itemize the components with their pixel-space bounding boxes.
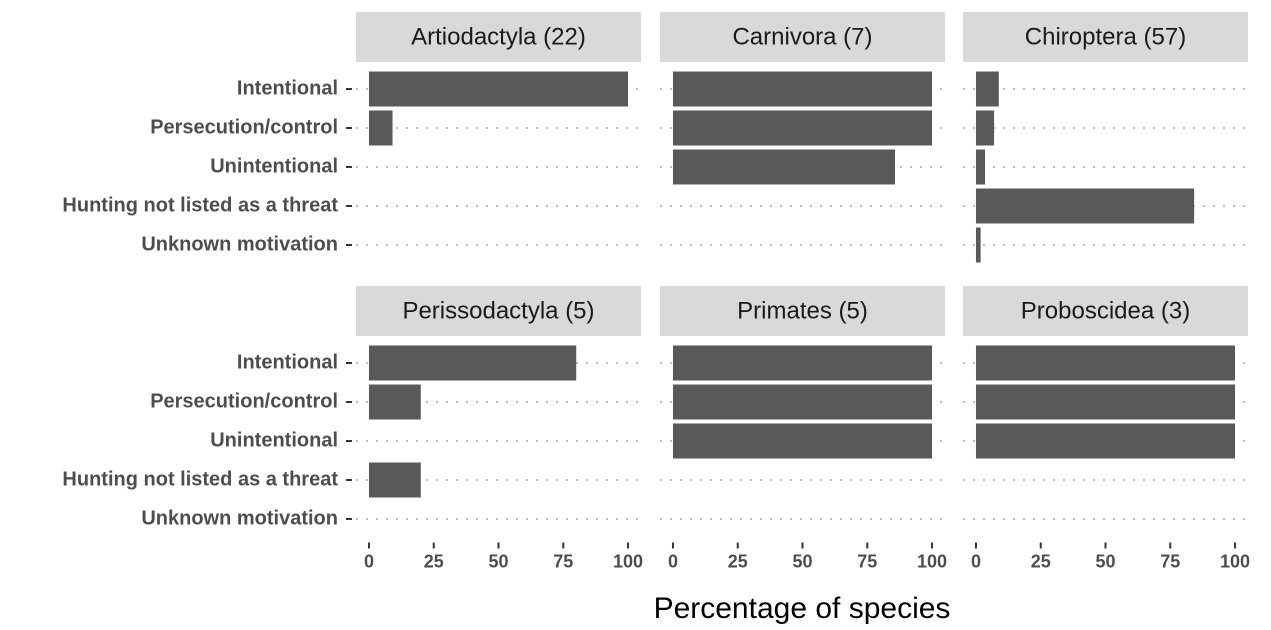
x-tick-label: 75 — [857, 551, 877, 571]
bar — [975, 423, 1236, 459]
facet-title: Proboscidea (3) — [1021, 297, 1190, 324]
bar — [368, 345, 577, 381]
bar — [975, 345, 1236, 381]
bar — [672, 71, 933, 107]
facet-title: Carnivora (7) — [732, 23, 872, 50]
x-tick-label: 100 — [613, 551, 643, 571]
strip — [356, 12, 641, 62]
y-tick-label: Persecution/control — [150, 116, 338, 138]
bar — [368, 462, 421, 498]
x-tick-label: 50 — [488, 551, 508, 571]
strip — [963, 12, 1248, 62]
bar — [975, 384, 1236, 420]
y-tick-label: Persecution/control — [150, 390, 338, 412]
x-tick-label: 100 — [1220, 551, 1250, 571]
x-tick-label: 50 — [1095, 551, 1115, 571]
x-tick-label: 0 — [971, 551, 981, 571]
facet-title: Artiodactyla (22) — [411, 23, 586, 50]
facet-title: Perissodactyla (5) — [402, 297, 594, 324]
x-tick-label: 0 — [364, 551, 374, 571]
y-tick-label: Hunting not listed as a threat — [62, 468, 338, 490]
bar — [368, 384, 421, 420]
y-tick-label: Unknown motivation — [141, 507, 338, 529]
bar — [672, 423, 933, 459]
strip — [660, 12, 945, 62]
bar — [975, 188, 1195, 224]
bar — [672, 345, 933, 381]
x-tick-label: 100 — [917, 551, 947, 571]
x-tick-label: 75 — [1160, 551, 1180, 571]
x-tick-label: 75 — [553, 551, 573, 571]
facet-title: Chiroptera (57) — [1025, 23, 1186, 50]
y-tick-label: Hunting not listed as a threat — [62, 194, 338, 216]
bar — [975, 227, 981, 263]
strip — [660, 286, 945, 336]
bar — [672, 110, 933, 146]
y-tick-label: Intentional — [237, 351, 338, 373]
y-tick-label: Unknown motivation — [141, 233, 338, 255]
y-tick-label: Unintentional — [210, 429, 338, 451]
bar — [672, 384, 933, 420]
x-tick-label: 50 — [792, 551, 812, 571]
bar — [672, 149, 895, 185]
bar — [975, 71, 999, 107]
x-tick-label: 25 — [1031, 551, 1051, 571]
bar — [368, 110, 393, 146]
x-tick-label: 0 — [668, 551, 678, 571]
y-tick-label: Intentional — [237, 77, 338, 99]
facet-title: Primates (5) — [737, 297, 868, 324]
bar — [368, 71, 629, 107]
strip — [356, 286, 641, 336]
bar — [975, 110, 995, 146]
bar — [975, 149, 986, 185]
x-tick-label: 25 — [728, 551, 748, 571]
x-axis-label: Percentage of species — [654, 592, 951, 625]
x-tick-label: 25 — [424, 551, 444, 571]
y-tick-label: Unintentional — [210, 155, 338, 177]
strip — [963, 286, 1248, 336]
